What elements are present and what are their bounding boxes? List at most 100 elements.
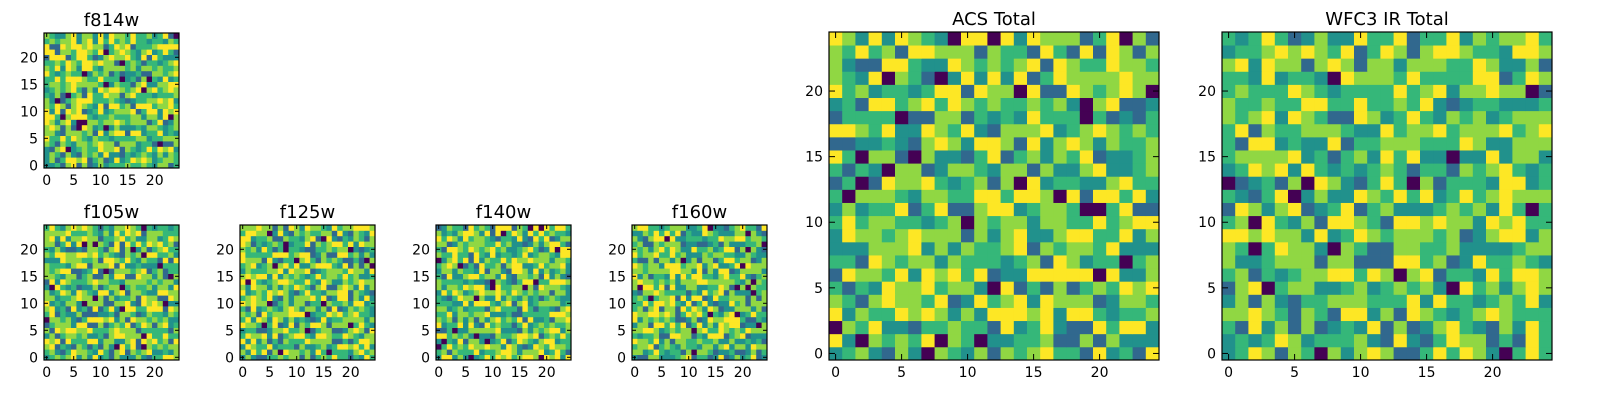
heatmap-cell (718, 333, 725, 339)
heatmap-cell (108, 257, 115, 264)
heatmap-cell (1301, 281, 1315, 295)
heatmap-cell (283, 241, 289, 247)
heatmap-cell (707, 262, 714, 269)
heatmap-cell (702, 262, 708, 269)
heatmap-cell (294, 273, 300, 280)
heatmap-cell (533, 311, 539, 318)
heatmap-cell (1354, 189, 1368, 203)
heatmap-cell (1406, 333, 1421, 348)
heatmap-cell (119, 151, 126, 158)
heatmap-cell (288, 338, 295, 345)
heatmap-cell (1420, 294, 1434, 308)
heatmap-cells (240, 225, 376, 361)
heatmap-cell (348, 306, 354, 312)
heatmap-cell (702, 235, 708, 242)
heatmap-cell (707, 306, 714, 312)
heatmap-cell (452, 295, 458, 301)
heatmap-cell (146, 92, 153, 99)
heatmap-cell (272, 311, 279, 318)
heatmap-cell (299, 306, 306, 312)
heatmap-cell (1420, 333, 1434, 348)
heatmap-cell (326, 306, 333, 312)
heatmap-cell (1235, 294, 1249, 308)
heatmap-cell (1380, 136, 1394, 151)
heatmap-cell (54, 284, 61, 291)
heatmap-cell (76, 354, 83, 361)
heatmap-cell (506, 241, 512, 247)
heatmap-cell (648, 279, 654, 285)
heatmap-cell (173, 322, 180, 328)
heatmap-cell (565, 295, 572, 301)
heatmap-cell (1222, 346, 1236, 361)
heatmap-cell (842, 228, 856, 243)
heatmap-cell (745, 338, 752, 345)
heatmap-cell (745, 257, 752, 264)
heatmap-cell (490, 241, 496, 247)
tick-label: 0 (814, 346, 823, 362)
heatmap-cell (108, 146, 115, 153)
heatmap-cell (337, 279, 343, 285)
heatmap-cell (702, 311, 708, 318)
heatmap-cell (135, 119, 142, 126)
heatmap-cell (81, 38, 88, 45)
heatmap-cell (549, 246, 556, 253)
heatmap-cell (71, 124, 77, 131)
heatmap-cell (1512, 163, 1526, 177)
heatmap-cell (457, 241, 464, 247)
heatmap-cell (1327, 123, 1342, 138)
heatmap-cell (642, 289, 649, 296)
heatmap-cell (256, 262, 262, 269)
heatmap-cell (1525, 202, 1540, 217)
heatmap-cell (261, 235, 268, 242)
heatmap-cell (1367, 71, 1381, 85)
heatmap-cell (881, 215, 896, 230)
heatmap-cell (565, 311, 572, 318)
heatmap-cell (353, 343, 360, 350)
heatmap-cell (76, 108, 83, 115)
heatmap-cell (103, 289, 110, 296)
heatmap-cell (868, 307, 883, 322)
heatmap-cell (702, 343, 708, 350)
heatmap-cell (829, 281, 843, 295)
heatmap-cell (549, 316, 556, 323)
heatmap-cell (141, 92, 147, 99)
heatmap-cell (288, 316, 295, 323)
heatmap-cell (538, 230, 545, 237)
heatmap-cell (538, 279, 545, 285)
heatmap-cell (337, 241, 343, 247)
heatmap-cell (921, 346, 935, 361)
heatmap-cell (1093, 294, 1107, 308)
heatmap-cell (87, 87, 93, 93)
tick-label: 15 (20, 77, 38, 93)
heatmap-cell (1040, 320, 1054, 335)
heatmap-cell (348, 311, 354, 318)
heatmap-cell (267, 316, 273, 323)
heatmap-cell (157, 295, 164, 301)
heatmap-cells (632, 225, 768, 361)
heatmap-cell (250, 289, 257, 296)
heatmap-cell (108, 49, 115, 55)
heatmap-cell (691, 235, 698, 242)
heatmap-cell (533, 343, 539, 350)
heatmap-cell (1354, 110, 1368, 125)
heatmap-cell (71, 333, 77, 339)
heatmap-cell (479, 262, 485, 269)
heatmap-cell (76, 284, 83, 291)
heatmap-cell (565, 252, 572, 258)
heatmap-cell (337, 322, 343, 328)
heatmap-cell (283, 284, 289, 291)
heatmap-cell (152, 262, 158, 269)
heatmap-cell (130, 235, 137, 242)
heatmap-cell (1119, 58, 1133, 72)
heatmap-cell (1248, 281, 1262, 295)
heatmap-cell (81, 273, 88, 280)
heatmap-cell (1053, 136, 1067, 151)
heatmap-cell (686, 295, 692, 301)
heatmap-cell (114, 43, 120, 50)
heatmap-cell (103, 268, 110, 274)
heatmap-cell (277, 333, 284, 339)
heatmap-cell (337, 327, 343, 334)
heatmap-cell (506, 295, 512, 301)
heatmap-cell (125, 273, 131, 280)
heatmap-cell (908, 45, 922, 59)
